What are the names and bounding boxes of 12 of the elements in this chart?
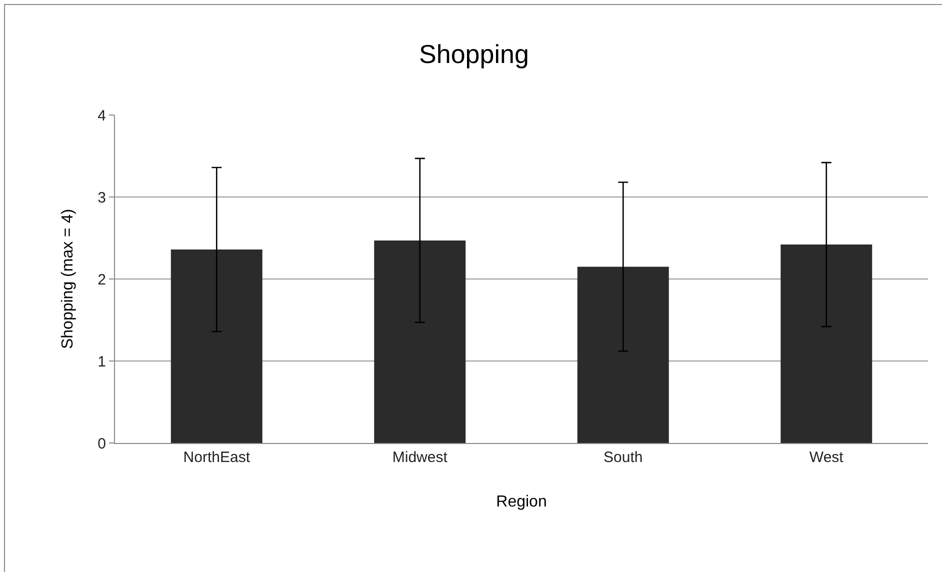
chart-title: Shopping (419, 38, 529, 69)
y-tick-label: 0 (98, 435, 106, 452)
x-tick-label: South (604, 449, 643, 466)
x-tick-label: NorthEast (183, 449, 251, 466)
y-tick-label: 4 (98, 107, 106, 124)
y-tick-label: 2 (98, 271, 106, 288)
x-tick-label: Midwest (392, 449, 448, 466)
y-tick-label: 3 (98, 189, 106, 206)
x-tick-label: West (809, 449, 844, 466)
y-tick-label: 1 (98, 353, 106, 370)
x-axis-title: Region (496, 494, 547, 511)
y-axis-title: Shopping (max = 4) (60, 208, 77, 350)
